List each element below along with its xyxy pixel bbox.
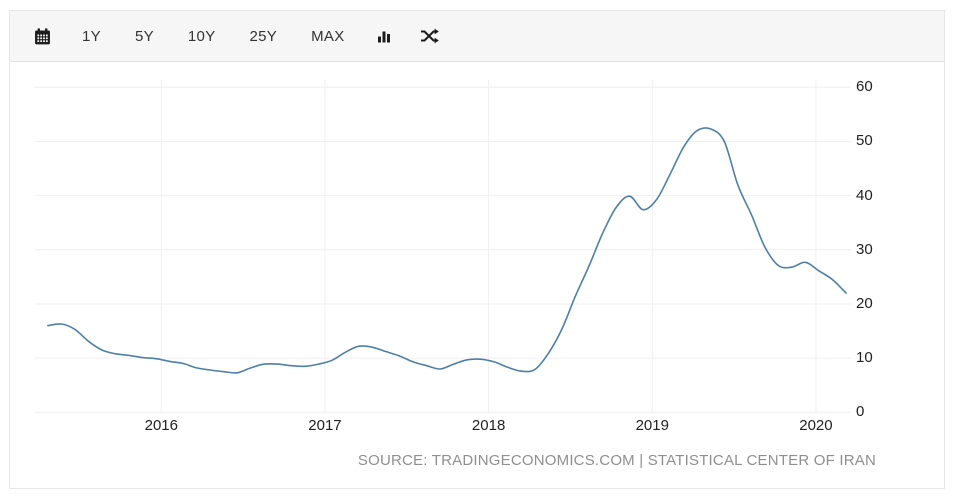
x-axis-tick-label: 2020 <box>799 417 833 434</box>
calendar-icon <box>35 27 50 44</box>
inflation-data-line <box>47 127 847 374</box>
chart-plot-area: 60 50 40 30 20 10 0 2016 2017 2018 2019 2020 SOURCE… <box>0 52 956 498</box>
y-axis-tick-label: 0 <box>856 403 865 421</box>
bar-chart-icon[interactable] <box>366 22 402 50</box>
y-axis-tick-label: 50 <box>856 132 873 150</box>
y-axis-tick-label: 30 <box>856 240 873 258</box>
range-button-25y[interactable]: 25Y <box>237 22 291 51</box>
chart-toolbar: 1Y 5Y 10Y 25Y MAX <box>10 11 944 62</box>
y-axis-tick-label: 10 <box>856 349 873 367</box>
x-axis-tick-label: 2018 <box>471 417 506 434</box>
y-axis-tick-label: 20 <box>856 294 873 312</box>
bar-chart-icon <box>377 31 390 43</box>
range-button-10y[interactable]: 10Y <box>175 22 229 51</box>
y-axis-tick-label: 60 <box>856 78 873 96</box>
range-button-1y[interactable]: 1Y <box>69 22 114 51</box>
range-button-max[interactable]: MAX <box>298 22 357 51</box>
y-axis-tick-label: 40 <box>856 186 873 204</box>
shuffle-icon[interactable] <box>410 22 449 50</box>
line-chart <box>35 80 851 413</box>
x-axis-tick-label: 2017 <box>308 417 342 434</box>
shuffle-icon <box>420 28 439 44</box>
calendar-icon[interactable] <box>24 22 61 51</box>
x-axis-tick-label: 2016 <box>144 417 178 434</box>
source-attribution: SOURCE: TRADINGECONOMICS.COM | STATISTIC… <box>357 452 876 469</box>
x-axis-tick-label: 2019 <box>635 417 669 434</box>
range-button-5y[interactable]: 5Y <box>122 22 167 51</box>
